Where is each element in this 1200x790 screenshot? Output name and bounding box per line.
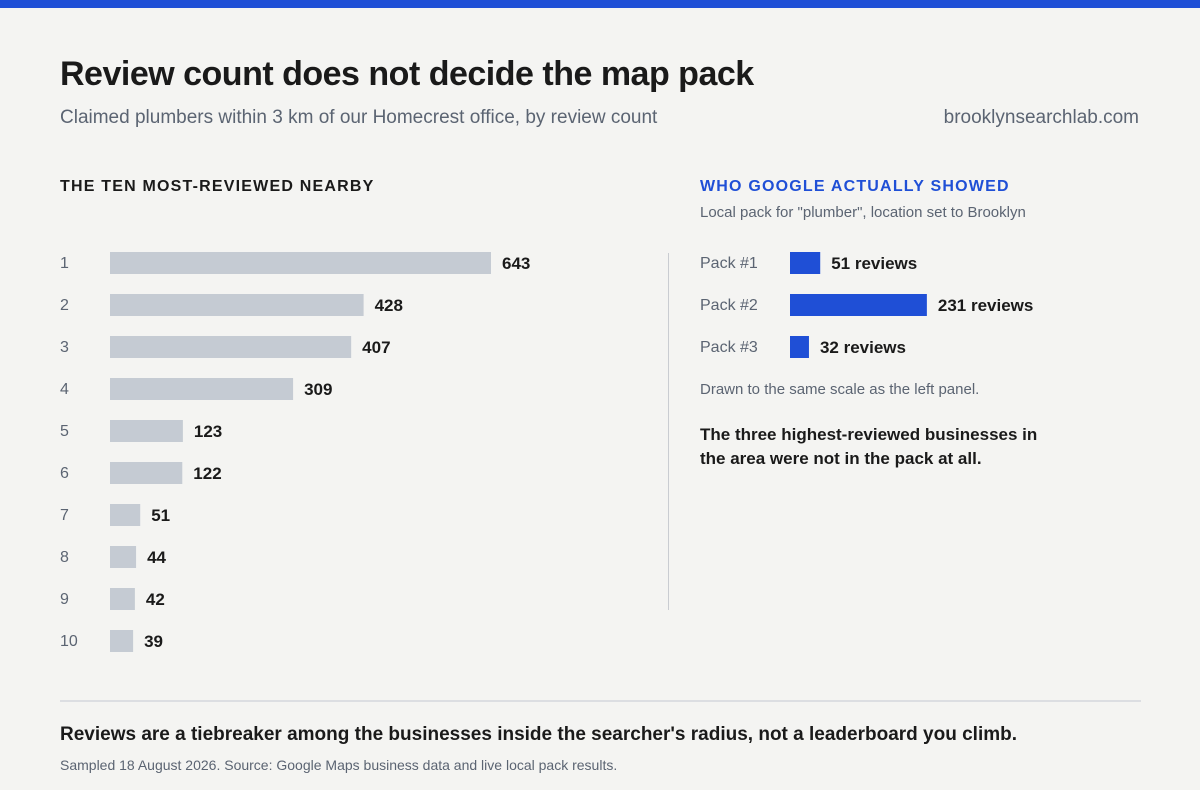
local-pack-bar-chart: Pack #1 51 reviews Pack #2 231 reviews Pack … (700, 252, 1033, 358)
nearby-category-label: 3 (60, 339, 69, 356)
pack-bar (790, 252, 821, 274)
site-credit: brooklynsearchlab.com (943, 107, 1139, 128)
nearby-value-label: 428 (375, 296, 403, 315)
nearby-category-label: 10 (60, 633, 78, 650)
nearby-value-label: 51 (151, 506, 170, 525)
source-note: Sampled 18 August 2026. Source: Google M… (60, 757, 618, 773)
footer-divider (60, 700, 1141, 702)
nearby-reviews-bar-chart: 1 643 2 428 3 407 4 309 5 123 6 122 7 51 8 44 9 42 10 39 (60, 252, 530, 652)
nearby-category-label: 4 (60, 381, 69, 398)
nearby-value-label: 39 (144, 632, 163, 651)
pack-bar (790, 336, 809, 358)
nearby-bar (110, 504, 141, 526)
nearby-category-label: 5 (60, 423, 69, 440)
pack-value-label: 32 reviews (820, 338, 906, 357)
nearby-bar (110, 420, 183, 442)
pack-category-label: Pack #1 (700, 255, 758, 272)
pack-category-label: Pack #2 (700, 297, 758, 314)
nearby-value-label: 407 (362, 338, 390, 357)
left-panel-heading: THE TEN MOST-REVIEWED NEARBY (60, 178, 375, 195)
nearby-value-label: 44 (147, 548, 166, 567)
nearby-category-label: 1 (60, 255, 69, 272)
nearby-value-label: 123 (194, 422, 222, 441)
scale-note: Drawn to the same scale as the left pane… (700, 381, 980, 398)
nearby-category-label: 9 (60, 591, 69, 608)
nearby-bar (110, 588, 135, 610)
right-panel-subheading: Local pack for "plumber", location set t… (700, 204, 1026, 221)
nearby-bar (110, 462, 183, 484)
pack-value-label: 51 reviews (831, 254, 917, 273)
nearby-category-label: 7 (60, 507, 69, 524)
nearby-category-label: 6 (60, 465, 69, 482)
nearby-bar (110, 336, 352, 358)
nearby-bar (110, 630, 134, 652)
page-title: Review count does not decide the map pac… (60, 55, 754, 93)
nearby-value-label: 42 (146, 590, 165, 609)
nearby-category-label: 2 (60, 297, 69, 314)
panel-divider (668, 253, 669, 610)
takeaway-text: The three highest-reviewed businesses in… (700, 425, 1038, 468)
nearby-bar (110, 546, 137, 568)
top-accent-bar (0, 0, 1200, 8)
pack-bar (790, 294, 927, 316)
right-panel-heading: WHO GOOGLE ACTUALLY SHOWED (700, 178, 1010, 195)
nearby-value-label: 309 (304, 380, 332, 399)
nearby-bar (110, 252, 491, 274)
nearby-value-label: 122 (193, 464, 221, 483)
nearby-bar (110, 294, 364, 316)
nearby-value-label: 643 (502, 254, 530, 273)
page-subtitle: Claimed plumbers within 3 km of our Home… (60, 107, 658, 128)
pack-category-label: Pack #3 (700, 339, 758, 356)
nearby-category-label: 8 (60, 549, 69, 566)
pack-value-label: 231 reviews (938, 296, 1033, 315)
nearby-bar (110, 378, 294, 400)
conclusion-text: Reviews are a tiebreaker among the busin… (60, 724, 1017, 745)
